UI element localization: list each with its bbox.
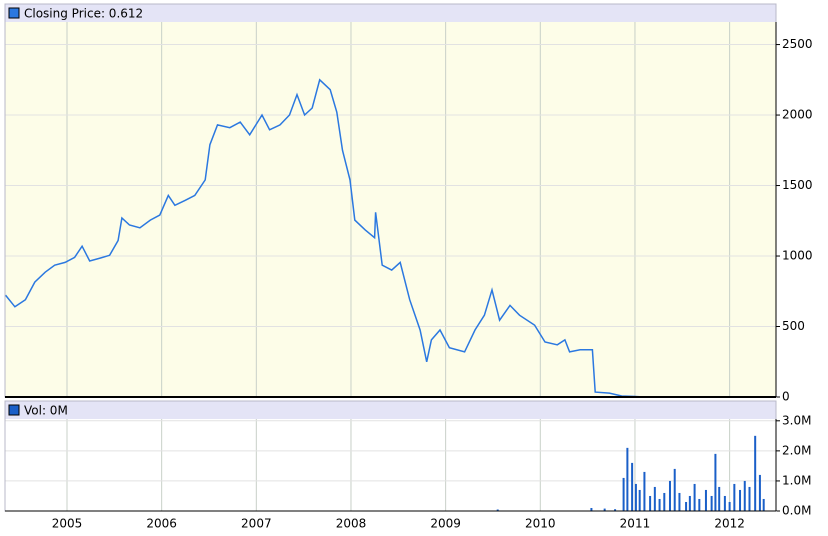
y-tick-label: 2500 <box>782 37 813 51</box>
volume-bar <box>685 501 688 511</box>
volume-bar <box>723 495 726 511</box>
y-tick-label: 1500 <box>782 178 813 192</box>
volume-bar <box>663 492 666 511</box>
volume-bar <box>634 483 637 511</box>
legend-swatch <box>8 404 20 416</box>
volume-bar <box>668 480 671 511</box>
volume-bar <box>710 495 713 511</box>
x-tick-label: 2006 <box>146 517 177 531</box>
x-tick-label: 2007 <box>241 517 272 531</box>
y-tick-label: 3.0M <box>782 413 811 427</box>
x-tick-label: 2010 <box>525 517 556 531</box>
volume-bar <box>653 486 656 511</box>
price-line <box>4 78 770 398</box>
volume-bar <box>743 480 746 511</box>
volume-bar <box>693 483 696 511</box>
legend-label: Closing Price: 0.612 <box>24 7 143 21</box>
volume-bar <box>748 486 751 511</box>
volume-bar <box>762 498 765 511</box>
y-tick-label: 500 <box>782 319 805 333</box>
y-tick-label: 0.0M <box>782 504 811 518</box>
y-tick-label: 2000 <box>782 108 813 122</box>
volume-bar <box>758 474 761 511</box>
x-tick-label: 2008 <box>336 517 367 531</box>
volume-bar <box>698 498 701 511</box>
y-tick-label: 0 <box>782 390 790 404</box>
plot-area <box>5 419 776 511</box>
volume-bar <box>496 509 499 511</box>
volume-bar <box>739 489 742 511</box>
x-tick-label: 2012 <box>714 517 745 531</box>
volume-bar <box>714 453 717 511</box>
volume-bar <box>649 495 652 511</box>
volume-bar <box>631 462 634 511</box>
volume-bar <box>678 492 681 511</box>
volume-bar <box>590 507 593 511</box>
volume-bar <box>728 501 731 511</box>
panel-header <box>5 401 776 419</box>
plot-area <box>5 22 776 397</box>
x-tick-label: 2009 <box>430 517 461 531</box>
y-tick-label: 1000 <box>782 249 813 263</box>
volume-bar <box>638 489 641 511</box>
volume-bar <box>673 468 676 511</box>
volume-bar <box>688 495 691 511</box>
volume-bar <box>614 509 617 511</box>
x-tick-label: 2005 <box>52 517 83 531</box>
volume-bar <box>754 435 757 511</box>
volume-bar <box>643 471 646 511</box>
legend-swatch <box>8 7 20 19</box>
y-tick-label: 2.0M <box>782 443 811 457</box>
volume-bar <box>718 486 721 511</box>
volume-bar <box>626 447 629 511</box>
volume-bar <box>603 508 606 511</box>
panel-header <box>5 4 776 22</box>
y-tick-label: 1.0M <box>782 473 811 487</box>
legend-label: Vol: 0M <box>24 404 68 418</box>
volume-bar <box>658 498 661 511</box>
volume-bar <box>704 489 707 511</box>
x-tick-label: 2011 <box>620 517 651 531</box>
volume-bar <box>622 477 625 511</box>
volume-bar <box>733 483 736 511</box>
